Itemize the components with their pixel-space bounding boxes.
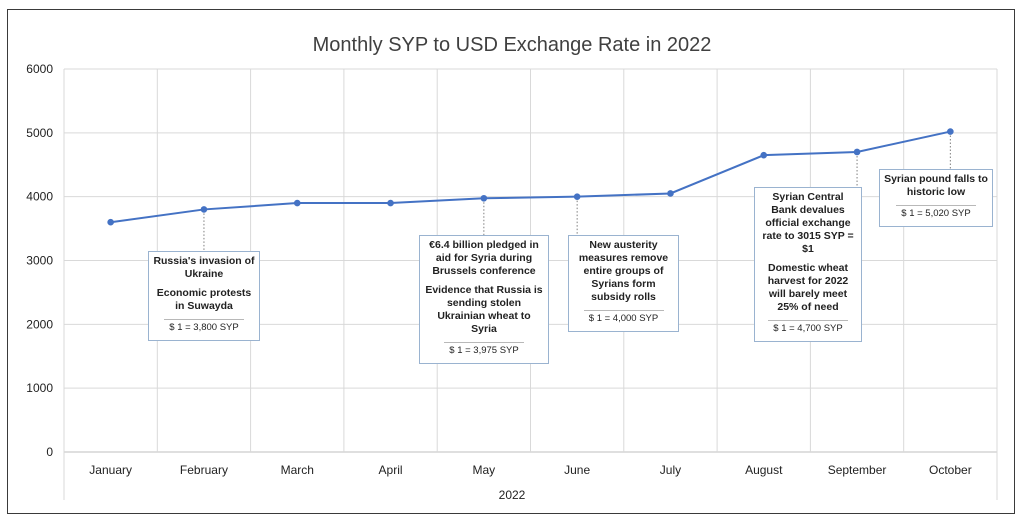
y-tick-label: 6000	[26, 62, 53, 76]
annotation-event-text: New austerity measures remove entire gro…	[578, 239, 669, 303]
annotation-value-label: $ 1 = 4,700 SYP	[773, 323, 843, 334]
annotation-event-text: Domestic wheat harvest for 2022 will bar…	[767, 262, 849, 313]
y-tick-label: 1000	[26, 381, 53, 395]
annotation-value-label: $ 1 = 5,020 SYP	[901, 208, 971, 219]
data-point	[200, 206, 208, 213]
annotation-divider	[444, 342, 524, 343]
annotation-event-text: Economic protests in Suwayda	[156, 287, 252, 312]
chart-title: Monthly SYP to USD Exchange Rate in 2022	[313, 34, 712, 56]
x-tick-label: January	[89, 463, 132, 477]
annotation-event-text: Russia's invasion of Ukraine	[153, 255, 255, 280]
data-point	[760, 151, 768, 159]
x-tick-label: February	[180, 463, 228, 477]
data-point	[107, 218, 114, 226]
annotation-callout: Syrian Central Bank devalues official ex…	[754, 187, 862, 342]
annotation-value-label: $ 1 = 3,975 SYP	[449, 345, 519, 356]
x-tick-label: April	[379, 463, 403, 477]
annotation-event-text: €6.4 billion pledged in aid for Syria du…	[429, 239, 539, 277]
annotation-divider	[164, 319, 244, 320]
y-tick-label: 3000	[26, 254, 53, 268]
x-tick-label: May	[473, 463, 496, 477]
annotation-event-text: Syrian pound falls to historic low	[884, 173, 988, 198]
data-point	[293, 199, 301, 207]
data-point	[387, 199, 394, 207]
annotation-divider	[896, 205, 976, 206]
x-tick-label: March	[281, 463, 314, 477]
x-tick-label: June	[564, 463, 590, 477]
x-tick-label: September	[828, 463, 887, 477]
x-tick-label: August	[745, 463, 783, 477]
x-tick-label: October	[929, 463, 972, 477]
data-point	[667, 190, 674, 197]
annotation-callout: €6.4 billion pledged in aid for Syria du…	[419, 235, 549, 364]
data-point	[573, 193, 581, 200]
y-tick-label: 5000	[26, 126, 53, 140]
annotation-value-label: $ 1 = 4,000 SYP	[588, 313, 659, 324]
data-point	[853, 148, 861, 156]
y-tick-label: 0	[46, 445, 53, 459]
annotation-event-text: Evidence that Russia is sending stolen U…	[425, 284, 543, 335]
data-point	[947, 128, 954, 135]
annotation-callout: Syrian pound falls to historic low $ 1 = …	[879, 169, 993, 227]
annotation-callout: Russia's invasion of Ukraine Economic pro…	[148, 251, 260, 341]
y-tick-label: 4000	[26, 190, 53, 204]
annotation-value-label: $ 1 = 3,800 SYP	[169, 322, 239, 333]
x-tick-label: July	[660, 463, 681, 477]
annotation-divider	[768, 320, 848, 321]
annotation-event-text: Syrian Central Bank devalues official ex…	[762, 191, 854, 255]
annotation-callout: New austerity measures remove entire gro…	[568, 235, 679, 332]
y-tick-label: 2000	[26, 317, 53, 331]
x-axis-label: 2022	[499, 488, 526, 502]
series-line	[110, 130, 951, 224]
data-point	[480, 194, 488, 202]
annotation-divider	[583, 310, 664, 311]
